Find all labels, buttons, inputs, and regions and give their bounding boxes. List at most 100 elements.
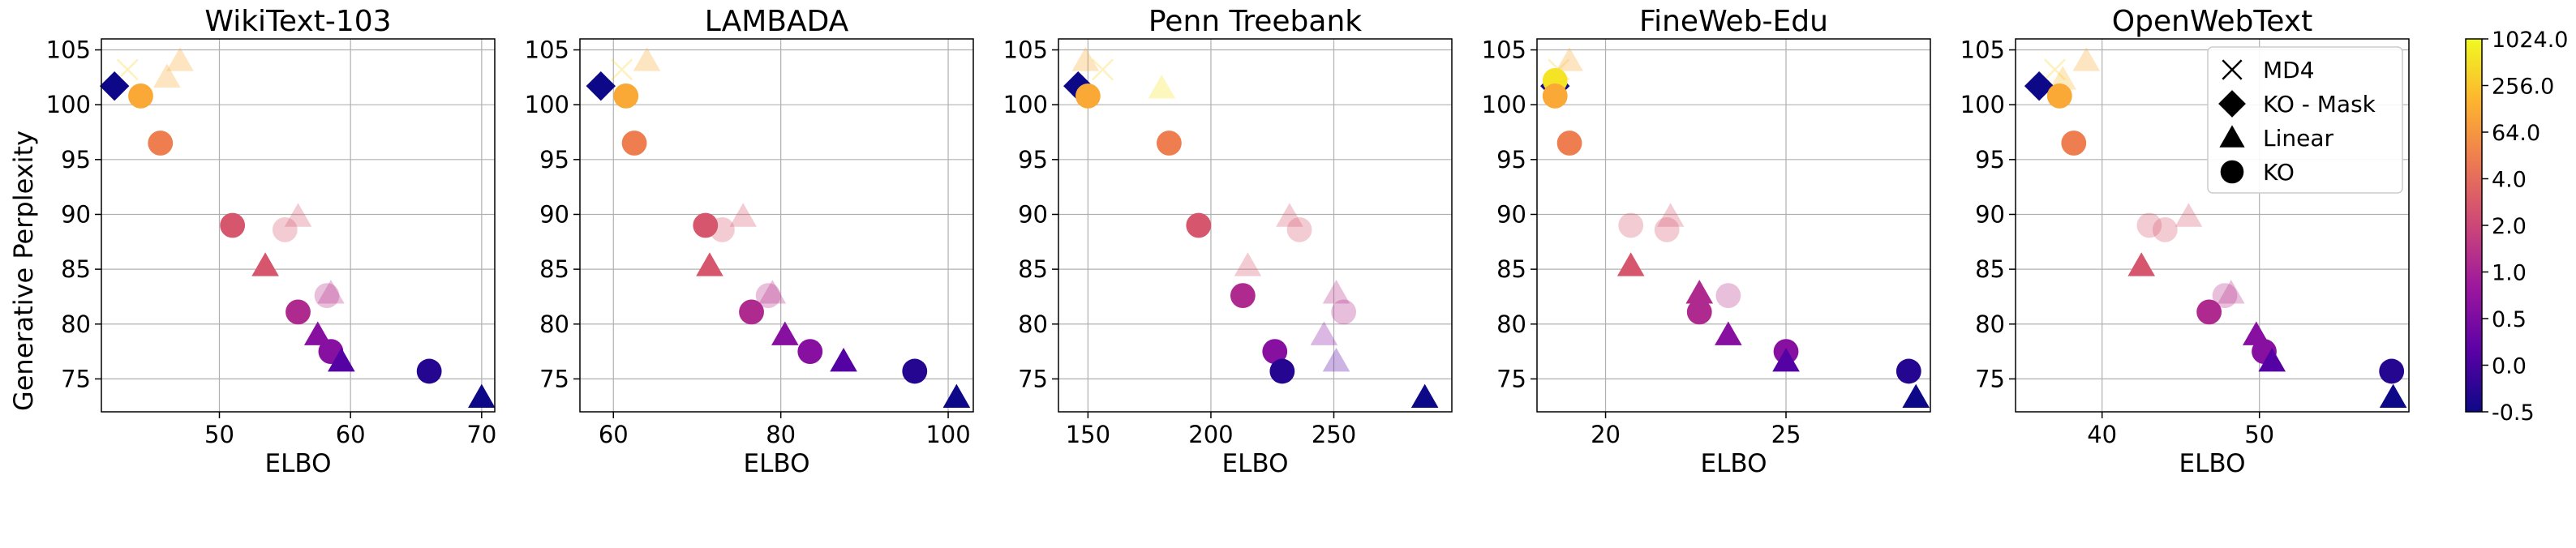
data-point-triangle [1322, 347, 1350, 372]
data-point-circle [272, 217, 298, 242]
data-point-circle [1186, 212, 1212, 238]
colorbar-ticks: 1024.0 256.0 64.0 4.0 2.0 1.0 0.5 0.0 -0.5 [2482, 28, 2568, 426]
gridlines [580, 39, 973, 412]
y-tick-label: 95 [539, 146, 569, 173]
data-point-triangle [2217, 280, 2245, 304]
data-point-diamond [586, 71, 616, 101]
data-point-triangle [284, 203, 312, 227]
y-tick-label: 85 [61, 255, 91, 283]
data-point-circle [1157, 131, 1182, 156]
x-tick-label: 20 [1591, 421, 1621, 448]
x-tick-label: 200 [1188, 421, 1233, 448]
data-point-circle [1286, 217, 1312, 242]
data-point-x [2044, 58, 2066, 81]
panel-title: LAMBADA [705, 5, 849, 38]
data-point-triangle [771, 321, 799, 345]
y-axis-label: Generative Perplexity [8, 131, 39, 411]
y-tick-label: 90 [539, 200, 569, 228]
data-point-triangle [1071, 47, 1100, 71]
x-axis-label: ELBO [1701, 449, 1767, 478]
y-tick-label: 75 [61, 365, 91, 392]
data-point-circle [621, 131, 647, 156]
y-tick-label: 80 [1018, 310, 1048, 338]
data-point-triangle [1616, 252, 1645, 276]
y-tick-label: 100 [1003, 91, 1048, 118]
y-tick-label: 95 [1975, 146, 2005, 173]
colorbar-tick-label: 2.0 [2492, 214, 2527, 239]
data-point-triangle [1556, 47, 1583, 71]
data-points [586, 47, 971, 409]
data-point-circle [1618, 212, 1644, 238]
y-tick-label: 100 [1482, 91, 1526, 118]
data-point-triangle [251, 252, 279, 276]
data-point-x [611, 58, 633, 81]
data-point-circle [1075, 83, 1101, 109]
y-tick-label: 100 [525, 91, 569, 118]
data-point-x [116, 58, 139, 81]
data-point-diamond [2024, 71, 2054, 101]
data-point-triangle [1310, 321, 1338, 345]
y-tick-label: 80 [1496, 310, 1526, 338]
plot-area [101, 39, 495, 412]
data-point-circle [1896, 358, 1921, 384]
data-point-triangle [2049, 66, 2076, 90]
data-point-circle [148, 131, 174, 156]
legend-label: KO - Mask [2263, 91, 2376, 118]
legend: MD4 KO - Mask Linear KO [2207, 46, 2403, 194]
data-point-diamond [99, 71, 130, 101]
data-point-circle [2196, 299, 2222, 325]
y-tick-label: 75 [1018, 365, 1048, 392]
data-point-circle [1715, 283, 1741, 308]
legend-marker-diamond [2218, 90, 2246, 118]
y-tick-label: 80 [539, 310, 569, 338]
data-point-circle [1686, 299, 1712, 325]
y-tick-label: 90 [1496, 200, 1526, 228]
x-axis-label: ELBO [744, 449, 810, 478]
data-points [2024, 47, 2407, 409]
data-point-circle [739, 299, 764, 325]
data-point-triangle [1148, 75, 1176, 99]
data-point-triangle [758, 280, 787, 304]
data-point-circle [314, 283, 340, 308]
x-tick-label: 40 [2087, 421, 2117, 448]
data-point-triangle [830, 347, 857, 372]
y-tick-label: 105 [525, 36, 569, 64]
data-point-circle [710, 217, 735, 242]
data-point-triangle [729, 203, 758, 227]
data-point-circle [1269, 358, 1295, 384]
data-point-circle [2152, 217, 2178, 242]
data-point-circle [1262, 339, 1288, 364]
legend-label: Linear [2263, 125, 2334, 152]
data-point-circle [220, 212, 246, 238]
colorbar-tick-label: 1024.0 [2492, 28, 2568, 53]
data-point-diamond [1063, 71, 1093, 101]
legend-marker-circle [2220, 160, 2244, 184]
data-point-circle [2379, 358, 2405, 384]
panels: 50 60 707580859095100105WikiText-103ELBO60… [46, 5, 2410, 478]
y-tick-label: 85 [1496, 255, 1526, 283]
data-point-triangle [1715, 321, 1742, 345]
data-point-triangle [2175, 203, 2203, 227]
data-point-triangle [1772, 347, 1800, 372]
x-tick-label: 250 [1312, 421, 1356, 448]
data-point-circle [1331, 299, 1357, 325]
data-point-triangle [328, 347, 355, 372]
y-tick-label: 85 [1018, 255, 1048, 283]
plot-area [1058, 39, 1452, 412]
colorbar-tick-label: 0.5 [2492, 307, 2527, 332]
y-tick-label: 85 [539, 255, 569, 283]
data-point-circle [1542, 83, 1568, 109]
y-tick-label: 95 [1018, 146, 1048, 173]
y-tick-label: 90 [1018, 200, 1048, 228]
data-point-triangle [2072, 47, 2101, 71]
panel-4: 20 25 75 80 85 90 95 100 105 FineWeb-Edu ELBO [1482, 5, 1931, 478]
colorbar-tick-label: 4.0 [2492, 168, 2527, 193]
data-point-triangle [1902, 383, 1930, 409]
panel-2: 60 80 100 75 80 85 90 95 100 105 LAMBADA ELBO [525, 5, 974, 478]
y-tick-label: 100 [1960, 91, 2005, 118]
gridlines [1058, 39, 1452, 412]
data-point-circle [1654, 217, 1680, 242]
data-point-triangle [153, 63, 181, 88]
x-tick-label: 80 [766, 421, 796, 448]
